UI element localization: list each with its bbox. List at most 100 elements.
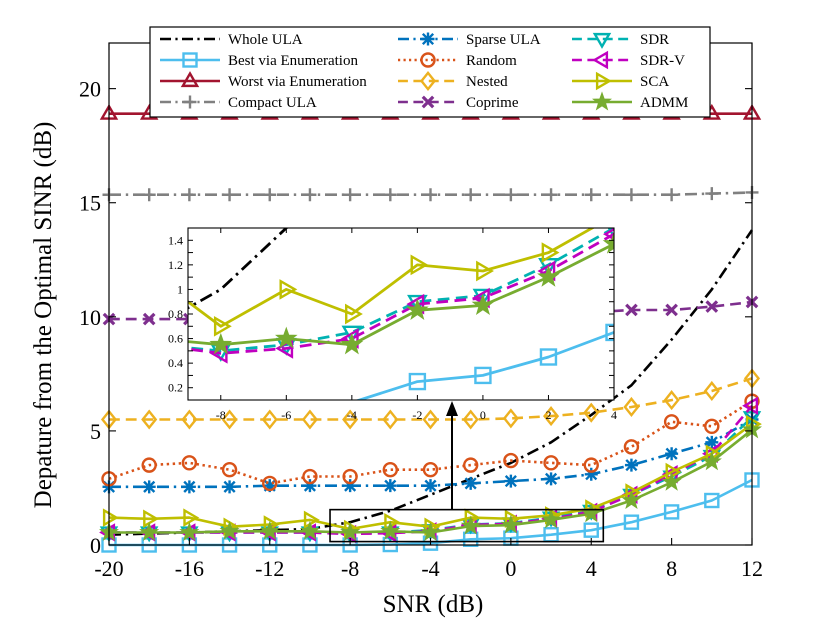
point-sparse-ula-15 (705, 435, 719, 449)
inset-y-tick-label: 0.6 (168, 332, 183, 346)
point-sparse-ula-4 (263, 479, 277, 493)
y-tick-label: 5 (90, 419, 101, 444)
inset-series-group (188, 228, 614, 400)
series-admm (99, 419, 762, 541)
point-admm-13 (621, 489, 642, 510)
point-sparse-ula-11 (544, 472, 558, 486)
point-nested-6 (342, 409, 359, 430)
point-admm-5 (299, 520, 321, 540)
inset-series-best-via-enumeration (355, 323, 614, 400)
point-admm-12 (581, 503, 602, 523)
inset-point-best-via-enumeration-10 (474, 366, 492, 385)
point-random-5 (302, 468, 318, 485)
x-tick-label: 0 (505, 556, 516, 581)
point-sparse-ula-6 (343, 479, 357, 493)
inset-y-tick-label: 1.2 (168, 258, 183, 272)
legend-label-compact-ula: Compact ULA (228, 95, 317, 111)
point-best-via-enumeration-15 (704, 492, 720, 509)
point-compact-ula-6 (343, 188, 357, 202)
point-random-15 (704, 418, 720, 435)
inset-point-admm-12 (602, 231, 614, 254)
point-random-9 (462, 457, 479, 473)
point-random-4 (262, 475, 278, 492)
legend-label-whole-ula: Whole ULA (228, 32, 303, 48)
legend-entry-sdr: SDR (572, 32, 669, 49)
point-nested-3 (221, 409, 238, 430)
inset-point-admm-8 (340, 332, 364, 355)
inset-point-best-via-enumeration-12 (605, 323, 614, 342)
legend-entry-admm: ADMM (572, 91, 688, 111)
inset-point-sdr-12 (607, 228, 614, 240)
point-compact-ula-3 (223, 188, 237, 202)
point-sparse-ula-2 (182, 480, 196, 494)
point-nested-13 (623, 396, 640, 417)
point-compact-ula-14 (665, 188, 679, 202)
legend-entry-random: Random (398, 52, 517, 69)
inset-y-tick-label: 0.8 (168, 307, 183, 321)
inset-point-best-via-enumeration-9 (408, 372, 427, 391)
point-compact-ula-7 (383, 188, 397, 202)
legend-label-random: Random (466, 53, 517, 69)
legend-label-nested: Nested (466, 74, 508, 90)
point-sparse-ula-8 (424, 479, 437, 493)
point-admm-14 (661, 471, 682, 491)
point-random-2 (181, 455, 198, 471)
inset-point-sca-8 (345, 303, 363, 325)
point-compact-ula-11 (544, 188, 558, 202)
zoom-region-box (329, 508, 605, 543)
point-coprime-15 (705, 300, 719, 313)
legend-marker-nested (419, 70, 437, 92)
legend-marker-random (420, 52, 436, 68)
zoom-arrow-head (446, 401, 458, 416)
point-nested-11 (543, 406, 560, 427)
point-random-13 (623, 439, 640, 455)
legend-marker-worst-via-enumeration (180, 71, 200, 88)
point-nested-10 (502, 408, 519, 429)
inset-x-tick-label: -6 (281, 408, 291, 422)
inset-point-admm-7 (275, 326, 298, 349)
point-admm-7 (380, 520, 401, 540)
point-nested-14 (663, 390, 680, 411)
point-admm-2 (179, 521, 200, 541)
inset-point-sca-11 (541, 242, 560, 263)
point-sparse-ula-9 (464, 476, 478, 490)
point-nested-8 (422, 409, 439, 430)
legend-marker-sca (595, 71, 612, 91)
inset-x-tick-label: -2 (412, 408, 422, 422)
point-admm-6 (340, 521, 361, 541)
point-admm-10 (500, 514, 521, 534)
legend-entry-whole-ula: Whole ULA (160, 32, 303, 48)
point-admm-9 (460, 515, 481, 535)
inset-x-tick-label: 2 (545, 408, 551, 422)
point-random-10 (503, 452, 519, 469)
inset-y-tick-label: 1.4 (168, 233, 183, 247)
point-admm-4 (259, 520, 280, 540)
y-tick-label: 20 (79, 77, 101, 102)
inset-series-admm (188, 231, 614, 355)
legend-marker-sparse-ula (421, 32, 435, 46)
inset-series-sca (188, 228, 596, 337)
legend-entry-coprime: Coprime (398, 95, 519, 111)
point-compact-ula-1 (142, 188, 156, 202)
inset-line-best-via-enumeration (355, 330, 614, 400)
point-nested-12 (583, 402, 600, 423)
inset-y-tick-label: 0.2 (168, 381, 183, 395)
point-compact-ula-5 (303, 188, 317, 202)
legend-entry-nested: Nested (398, 70, 508, 92)
x-tick-label: 8 (666, 556, 677, 581)
point-sparse-ula-7 (383, 479, 397, 493)
inset-line-sca (188, 228, 596, 328)
legend-marker-compact-ula (183, 95, 197, 109)
y-axis-label: Depature from the Optimal SINR (dB) (30, 122, 57, 509)
inset-plot: -8 -6 -4 -2 0 2 4 0.2 0.4 0.6 0.8 1 1.2 1.4 (168, 227, 617, 510)
point-sparse-ula-13 (624, 458, 638, 472)
legend-entry-best-via-enumeration: Best via Enumeration (160, 52, 358, 69)
legend-entry-sca: SCA (572, 71, 669, 91)
inset-series-whole-ula (188, 228, 289, 310)
point-compact-ula-10 (504, 188, 518, 202)
point-coprime-13 (625, 303, 638, 317)
legend-entry-sparse-ula: Sparse ULA (398, 32, 541, 48)
